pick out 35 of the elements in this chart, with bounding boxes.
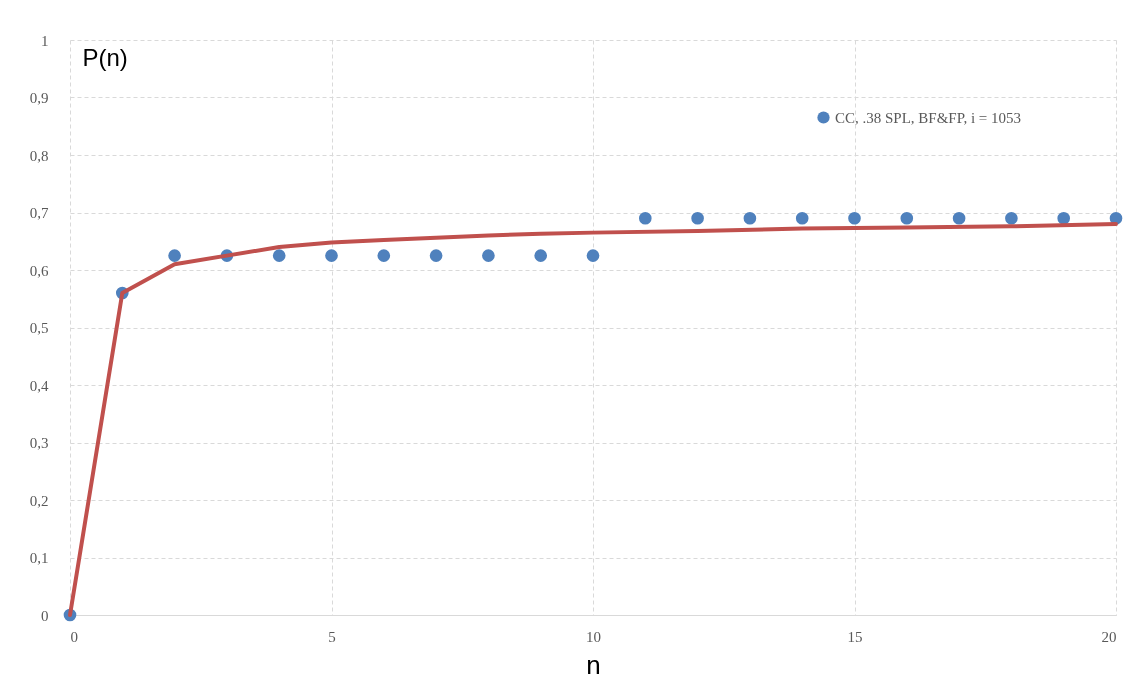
point [534,249,548,262]
x-tick-label: 15 [847,628,863,645]
y-axis-title: P(n) [82,43,128,71]
point [586,249,600,262]
y-tick-label: 0,7 [29,205,49,221]
point [377,249,391,262]
y-tick-label: 0,1 [29,550,49,566]
y-tick-label: 0,4 [29,377,49,394]
x-tick-label: 10 [586,628,601,645]
y-tick-label: 0,5 [29,320,49,336]
point [482,249,495,262]
x-tick-label: 5 [328,628,336,645]
y-tick-label: 0,2 [29,492,49,509]
y-tick-label: 0,8 [29,147,49,164]
legend-label: CC, .38 SPL, BF&FP, i = 1053 [835,109,1022,126]
y-tick-label: 1 [41,32,49,49]
point [272,249,286,262]
point [743,211,757,225]
point [325,249,338,262]
point [900,211,914,225]
y-tick-label: 0,9 [29,90,49,106]
point [848,211,861,225]
x-tick-label: 0 [70,628,78,645]
x-axis-title: n [586,649,601,680]
point [168,249,181,262]
x-tick-label: 20 [1101,628,1117,645]
y-tick-label: 0,6 [29,262,49,279]
point [795,211,809,225]
point [952,211,966,225]
point [691,211,704,225]
point [1005,211,1018,225]
y-tick-label: 0 [41,607,49,624]
point [429,249,443,262]
y-tick-label: 0,3 [29,435,49,451]
point [638,211,652,225]
